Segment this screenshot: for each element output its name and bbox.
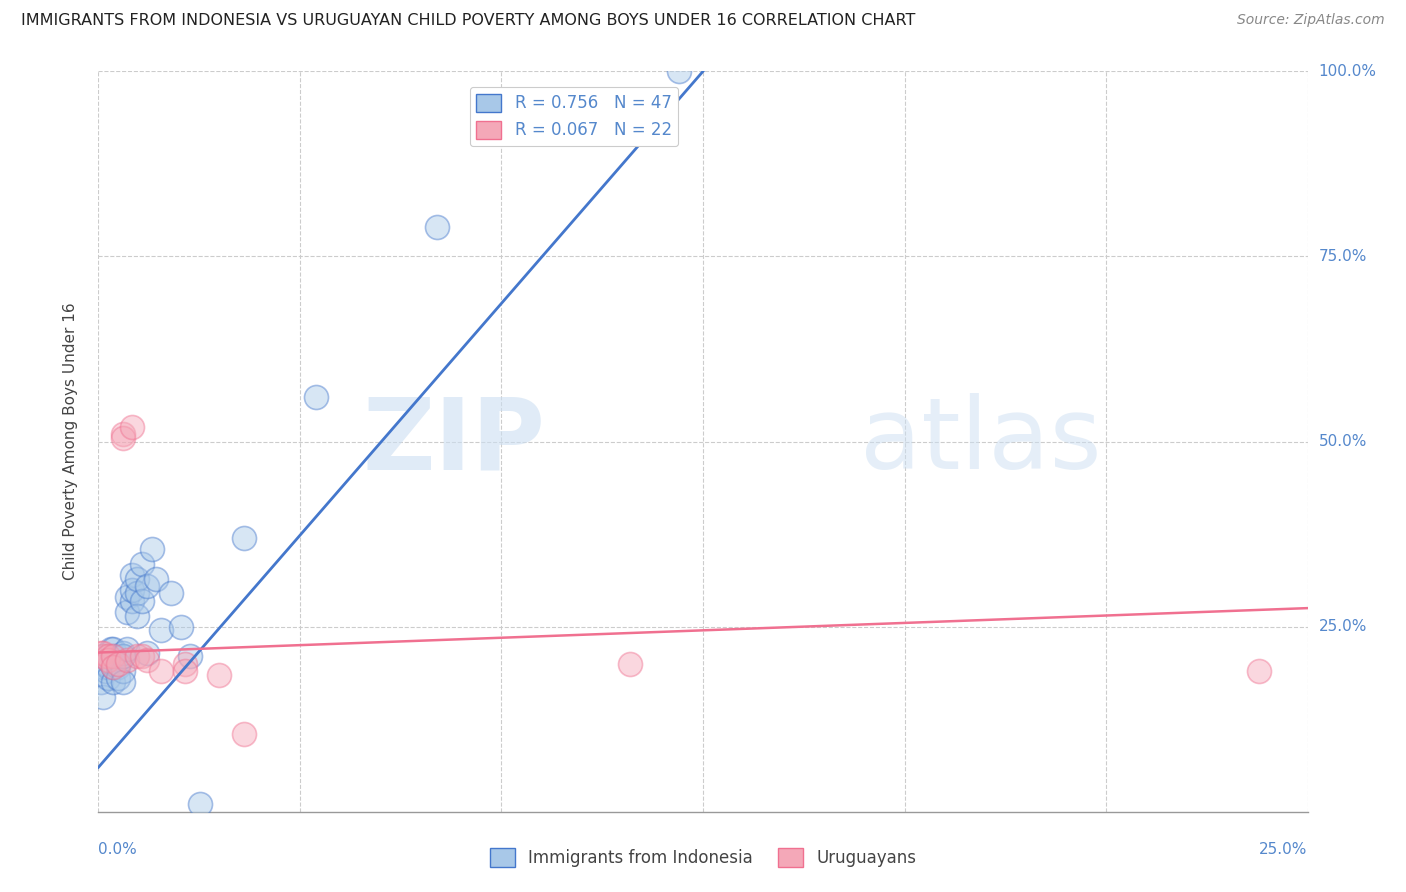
Point: [97, 649, 120, 664]
Point: [121, 582, 143, 597]
Point: [91, 649, 114, 664]
Point: [107, 657, 129, 671]
Point: [131, 593, 153, 607]
Point: [135, 579, 157, 593]
Point: [135, 646, 157, 660]
Point: [145, 572, 167, 586]
Point: [121, 567, 143, 582]
Point: [90, 675, 112, 690]
Point: [111, 649, 134, 664]
Point: [111, 664, 134, 678]
Point: [111, 431, 134, 445]
Point: [101, 675, 124, 690]
Text: 0.0%: 0.0%: [98, 842, 138, 857]
Point: [117, 590, 139, 604]
Point: [101, 660, 124, 674]
Point: [141, 541, 163, 556]
Point: [127, 572, 149, 586]
Point: [101, 660, 124, 674]
Text: 25.0%: 25.0%: [1260, 842, 1308, 857]
Text: IMMIGRANTS FROM INDONESIA VS URUGUAYAN CHILD POVERTY AMONG BOYS UNDER 16 CORRELA: IMMIGRANTS FROM INDONESIA VS URUGUAYAN C…: [21, 13, 915, 29]
Point: [101, 649, 124, 664]
Point: [232, 727, 254, 741]
Point: [426, 219, 449, 234]
Text: 50.0%: 50.0%: [1319, 434, 1367, 449]
Point: [111, 675, 134, 690]
Point: [117, 605, 139, 619]
Point: [169, 619, 191, 633]
Point: [135, 653, 157, 667]
Text: 25.0%: 25.0%: [1319, 619, 1367, 634]
Point: [127, 586, 149, 600]
Point: [90, 646, 112, 660]
Text: 75.0%: 75.0%: [1319, 249, 1367, 264]
Point: [97, 653, 120, 667]
Point: [131, 557, 153, 571]
Point: [111, 649, 134, 664]
Text: Source: ZipAtlas.com: Source: ZipAtlas.com: [1237, 13, 1385, 28]
Point: [174, 664, 197, 678]
Point: [131, 649, 153, 664]
Point: [232, 531, 254, 545]
Point: [107, 657, 129, 671]
Point: [91, 649, 114, 664]
Point: [174, 657, 197, 671]
Point: [1249, 664, 1271, 678]
Point: [107, 672, 129, 686]
Text: atlas: atlas: [860, 393, 1102, 490]
Point: [208, 667, 231, 681]
Legend: Immigrants from Indonesia, Uruguayans: Immigrants from Indonesia, Uruguayans: [484, 842, 922, 874]
Point: [111, 646, 134, 660]
Point: [101, 657, 124, 671]
Point: [127, 649, 149, 664]
Point: [101, 641, 124, 656]
Point: [117, 641, 139, 656]
Point: [668, 64, 690, 78]
Text: 100.0%: 100.0%: [1319, 64, 1376, 78]
Point: [619, 657, 641, 671]
Point: [97, 653, 120, 667]
Point: [91, 660, 114, 674]
Point: [101, 649, 124, 664]
Point: [121, 419, 143, 434]
Y-axis label: Child Poverty Among Boys Under 16: Child Poverty Among Boys Under 16: [63, 302, 77, 581]
Point: [127, 608, 149, 623]
Point: [97, 672, 120, 686]
Point: [188, 797, 211, 812]
Point: [117, 653, 139, 667]
Point: [91, 646, 114, 660]
Point: [150, 664, 173, 678]
Point: [97, 660, 120, 674]
Point: [107, 660, 129, 674]
Point: [111, 427, 134, 442]
Point: [160, 586, 183, 600]
Text: ZIP: ZIP: [363, 393, 546, 490]
Point: [121, 593, 143, 607]
Point: [179, 649, 201, 664]
Point: [100, 641, 122, 656]
Point: [94, 657, 117, 671]
Point: [305, 390, 328, 404]
Point: [150, 624, 173, 638]
Point: [94, 664, 117, 678]
Point: [91, 690, 114, 704]
